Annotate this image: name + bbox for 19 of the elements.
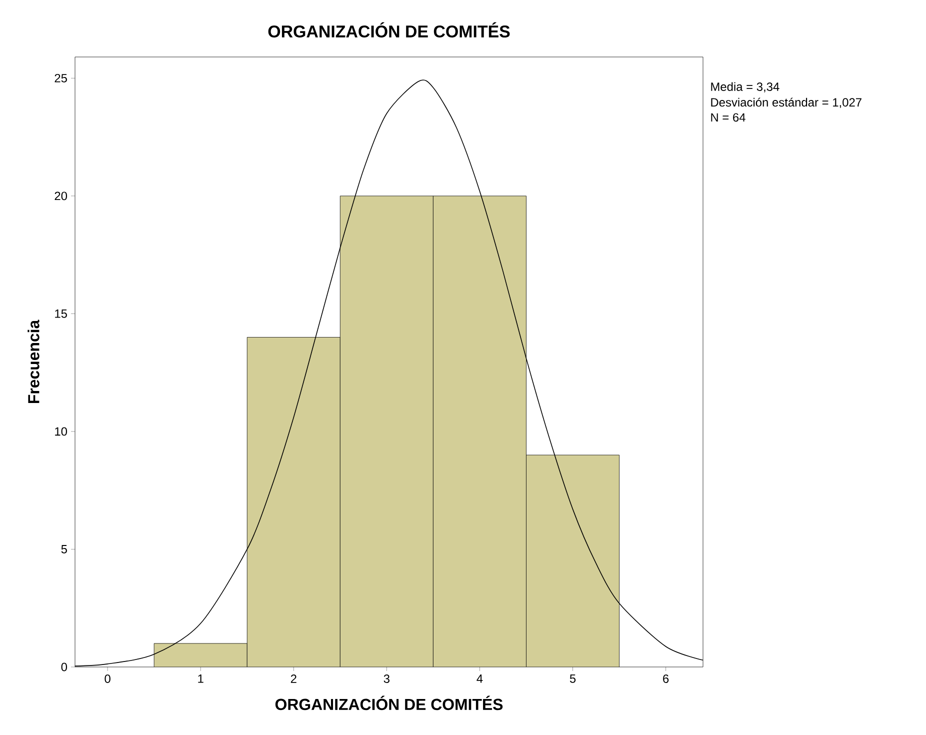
- y-axis-title: Frecuencia: [28, 320, 40, 404]
- x-axis-title: ORGANIZACIÓN DE COMITÉS: [275, 696, 503, 710]
- y-tick-label: 20: [54, 192, 68, 200]
- chart-title: ORGANIZACIÓN DE COMITÉS: [268, 22, 510, 38]
- y-tick-label: 5: [61, 545, 67, 554]
- text: N = 64: [711, 113, 746, 122]
- x-tick-label: 5: [570, 674, 576, 683]
- text: Desviación estándar = 1,027: [711, 98, 862, 108]
- x-tick-label: 0: [104, 674, 110, 683]
- x-tick-label: 4: [476, 674, 483, 683]
- y-tick-label: 25: [54, 74, 67, 82]
- y-tick-label: 10: [55, 427, 68, 436]
- x-tick-label: 2: [290, 674, 296, 683]
- y-tick-label: 15: [55, 310, 67, 318]
- text: Media = 3,34: [711, 82, 780, 92]
- x-tick-label: 3: [384, 674, 390, 683]
- x-tick-label: 1: [198, 674, 204, 683]
- x-tick-label: 6: [663, 674, 669, 683]
- y-tick-label: 0: [61, 662, 68, 672]
